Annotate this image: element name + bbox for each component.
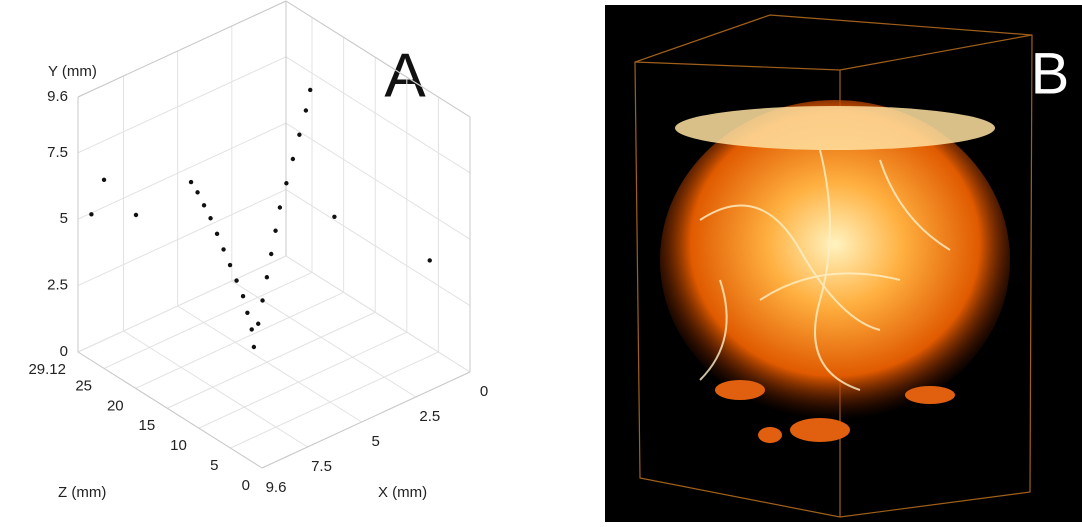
axis-edge [77, 0, 287, 98]
grid-line [177, 305, 362, 423]
grid-line [285, 189, 471, 307]
vessel-fragments [715, 380, 955, 443]
point [277, 205, 283, 210]
grid-line [285, 56, 471, 174]
point [297, 132, 302, 137]
x-tick-label: 0 [480, 383, 488, 400]
point [269, 251, 274, 257]
axis-edge [285, 0, 471, 118]
grid-line [77, 255, 287, 353]
grid-line [135, 291, 344, 389]
point [214, 231, 220, 237]
axis-edge [77, 351, 263, 469]
point [89, 212, 94, 217]
point [208, 216, 213, 221]
point [133, 212, 139, 218]
x-tick-label: 7.5 [311, 458, 332, 475]
z-tick-label: 29.12 [28, 361, 66, 378]
z-tick-label: 5 [210, 457, 218, 474]
y-tick-label: 5 [60, 210, 68, 227]
y-tick-label: 9.6 [47, 88, 68, 105]
z-tick-label: 10 [170, 437, 187, 454]
point [240, 294, 246, 299]
panel-a: A Y (mm) Z (mm) X (mm) 02.557.59.602.557… [28, 0, 488, 501]
panel-b: B [605, 5, 1082, 522]
point [284, 181, 289, 186]
grid-line [231, 280, 417, 398]
point [256, 321, 261, 326]
grid-line [230, 351, 439, 449]
y-axis-label: Y (mm) [48, 63, 97, 80]
point [188, 179, 194, 185]
vessels [699, 149, 951, 391]
point [260, 298, 265, 303]
point [221, 247, 226, 252]
point [249, 327, 254, 332]
point [234, 278, 239, 283]
point [101, 177, 107, 183]
point [201, 203, 207, 208]
point [290, 156, 296, 162]
point [308, 87, 313, 93]
z-tick-label: 25 [75, 377, 92, 394]
axis-edge [261, 371, 471, 469]
panel-label: B [1031, 41, 1070, 106]
point [195, 190, 200, 195]
grid-line [123, 330, 308, 448]
point [332, 214, 337, 220]
z-tick-label: 20 [107, 397, 124, 414]
grid-line [285, 122, 471, 240]
vessel-surface [675, 106, 995, 150]
point [227, 262, 233, 268]
x-axis-label: X (mm) [378, 484, 427, 501]
grid-line [103, 271, 313, 369]
point [273, 228, 278, 233]
grid-line [77, 189, 287, 287]
point [251, 344, 257, 350]
z-tick-label: 15 [139, 417, 156, 434]
z-axis-label: Z (mm) [58, 484, 106, 501]
grid-line [285, 255, 471, 373]
grid-line [77, 56, 287, 154]
vessel-volume [660, 100, 1010, 420]
z-tick-label: 0 [242, 477, 250, 494]
point [245, 310, 250, 316]
grid-line [198, 331, 408, 429]
point [303, 108, 309, 113]
point [264, 275, 270, 280]
y-tick-label: 7.5 [47, 144, 68, 161]
grid-line [77, 122, 287, 220]
x-tick-label: 2.5 [419, 408, 440, 425]
grid-line [167, 311, 376, 409]
point [427, 258, 432, 263]
x-tick-label: 9.6 [266, 479, 287, 496]
x-tick-label: 5 [371, 433, 379, 450]
y-tick-label: 0 [60, 343, 68, 360]
y-tick-label: 2.5 [47, 277, 68, 294]
